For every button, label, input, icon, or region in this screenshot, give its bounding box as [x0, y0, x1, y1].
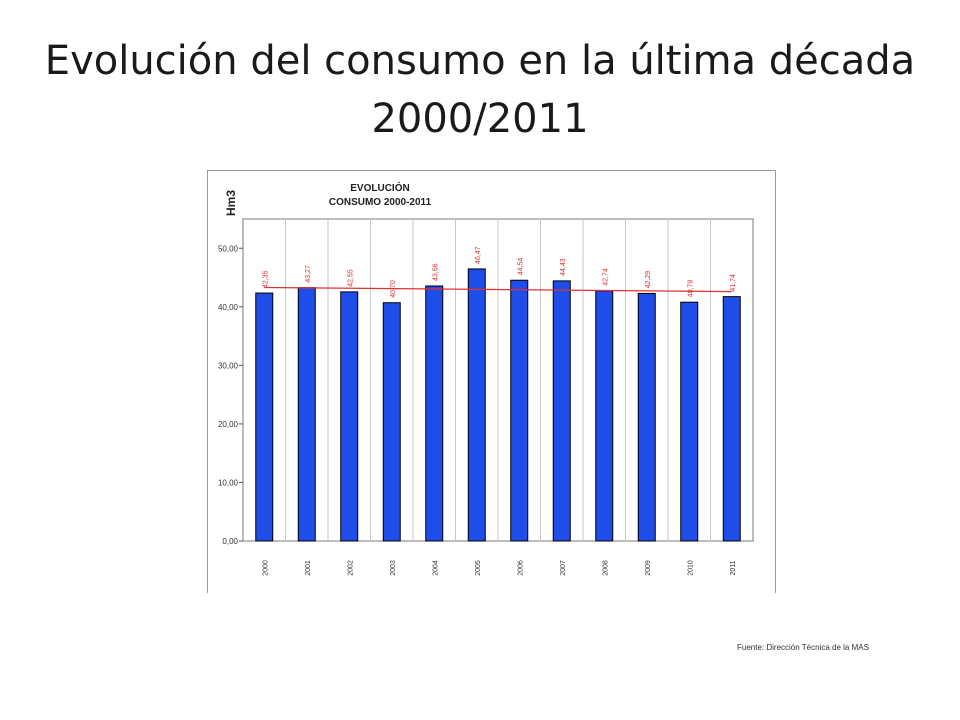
- x-tick-label-2006: 2006: [517, 560, 524, 576]
- value-label-2009: 42,29: [645, 271, 652, 289]
- value-label-2008: 42,74: [602, 268, 609, 286]
- consumption-bar-chart: EVOLUCIÓN CONSUMO 2000-2011 Hm3 0,00 10,0…: [218, 181, 754, 576]
- x-tick-label-2011: 2011: [730, 560, 737, 575]
- value-label-2006: 44,54: [517, 258, 524, 276]
- bar-2011: [722, 296, 741, 542]
- y-tick-label: 20,00: [218, 420, 239, 429]
- y-tick-label: 40,00: [218, 303, 239, 312]
- value-label-2010: 40,79: [687, 280, 694, 298]
- x-tick-label-2009: 2009: [645, 560, 652, 576]
- bar-2006: [510, 279, 529, 542]
- bar-2010: [680, 301, 699, 542]
- x-tick-label-2003: 2003: [390, 560, 397, 576]
- y-tick-label: 30,00: [218, 361, 239, 370]
- bar-2001: [297, 287, 316, 542]
- bar-2005: [467, 268, 486, 542]
- x-tick-label-2001: 2001: [305, 560, 312, 576]
- trend-line: [264, 286, 732, 293]
- y-tick-label: 10,00: [218, 478, 239, 487]
- value-label-2007: 44,43: [560, 258, 567, 276]
- value-label-2011: 41,74: [730, 274, 737, 292]
- chart-frame: EVOLUCIÓN CONSUMO 2000-2011 Hm3 0,00 10,0…: [207, 170, 776, 593]
- y-tick-label: 50,00: [218, 244, 239, 253]
- x-tick-label-2010: 2010: [687, 560, 694, 576]
- bar-2007: [552, 280, 571, 542]
- bar-2003: [382, 302, 401, 542]
- x-tick-label-2005: 2005: [475, 560, 482, 576]
- bar-2009: [637, 292, 656, 542]
- value-label-2001: 43,27: [305, 265, 312, 283]
- chart-title: EVOLUCIÓN: [350, 181, 409, 194]
- bar-2008: [595, 290, 614, 542]
- value-label-2002: 42,55: [347, 269, 354, 287]
- x-tick-label-2007: 2007: [560, 560, 567, 576]
- bar-2002: [340, 291, 359, 542]
- value-label-2005: 46,47: [475, 246, 482, 264]
- x-tick-label-2008: 2008: [602, 560, 609, 576]
- bar-2000: [255, 292, 274, 542]
- value-label-2000: 42,35: [262, 270, 269, 288]
- source-note: Fuente: Dirección Técnica de la MAS: [737, 643, 869, 652]
- bar-2004: [425, 285, 444, 542]
- value-label-2004: 43,56: [432, 263, 439, 281]
- y-tick-label: 0,00: [222, 537, 238, 546]
- x-tick-label-2002: 2002: [347, 560, 354, 576]
- x-tick-label-2004: 2004: [432, 560, 439, 576]
- chart-subtitle: CONSUMO 2000-2011: [329, 197, 432, 208]
- x-tick-label-2000: 2000: [262, 560, 269, 576]
- y-axis-label: Hm3: [224, 190, 238, 216]
- slide-title: Evolución del consumo en la última décad…: [44, 38, 916, 142]
